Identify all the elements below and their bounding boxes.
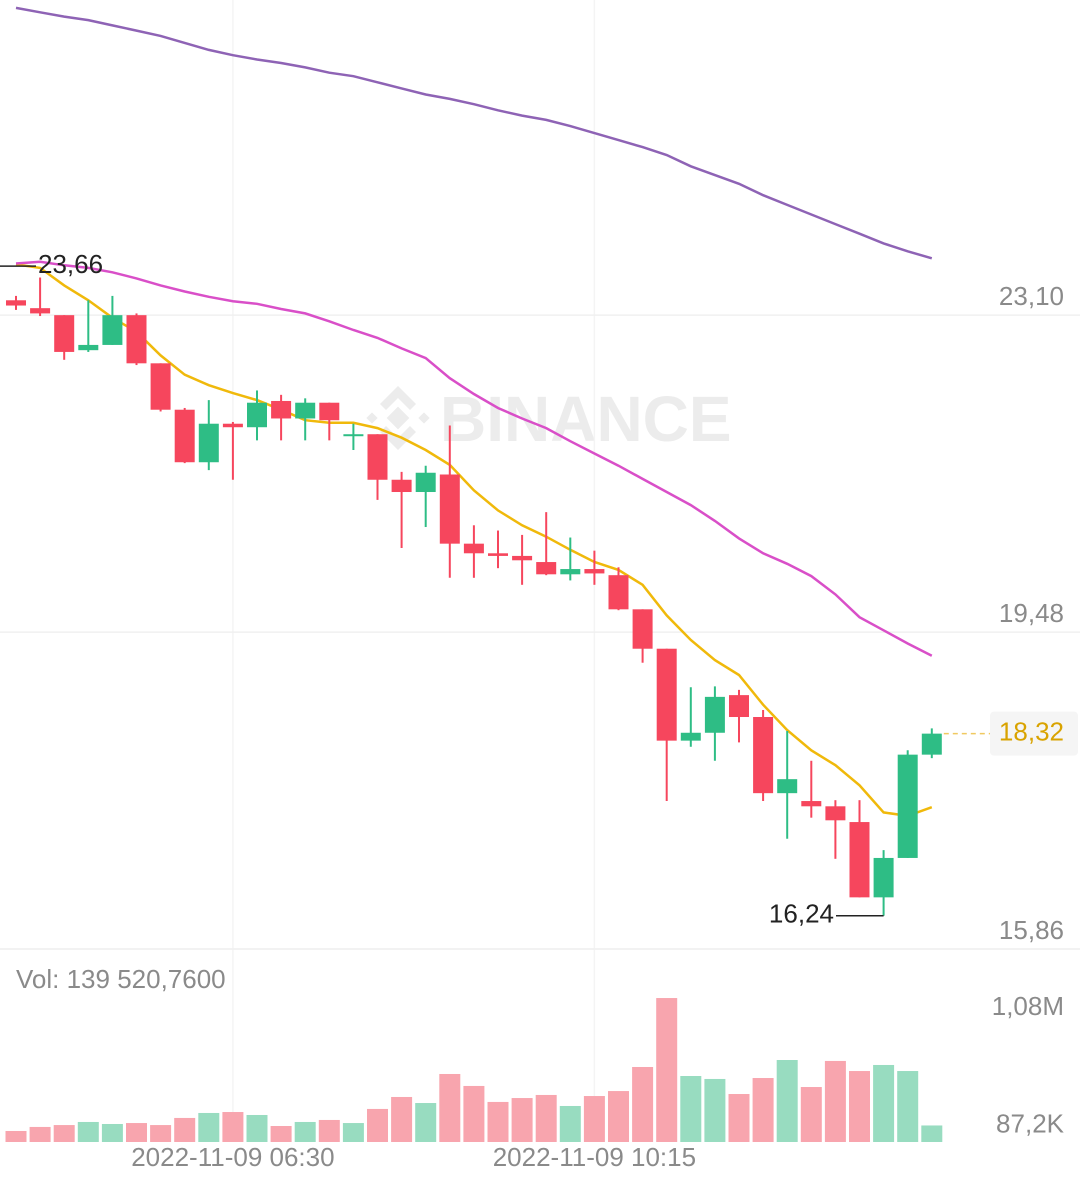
candle-body bbox=[512, 555, 533, 561]
volume-bar bbox=[535, 1094, 557, 1142]
last-price-box bbox=[990, 711, 1078, 756]
volume-bar bbox=[415, 1103, 437, 1142]
volume-bar bbox=[849, 1071, 870, 1142]
candle-body bbox=[753, 717, 774, 794]
volume-bar bbox=[487, 1101, 509, 1142]
y-tick-label: 23,10 bbox=[999, 281, 1064, 311]
volume-bar bbox=[680, 1076, 702, 1142]
candle-body bbox=[78, 344, 99, 351]
volume-bar bbox=[824, 1060, 846, 1142]
candle-body bbox=[439, 474, 460, 544]
volume-bar bbox=[800, 1087, 822, 1142]
candle-body bbox=[849, 822, 870, 898]
moving-average-line bbox=[15, 6, 933, 260]
candle-body bbox=[656, 648, 677, 741]
volume-bar bbox=[246, 1114, 268, 1142]
x-tick-label: 2022-11-09 06:30 bbox=[131, 1142, 334, 1172]
y-tick-label: 19,48 bbox=[999, 598, 1064, 628]
volume-bar bbox=[656, 998, 678, 1142]
volume-bar bbox=[897, 1071, 919, 1142]
candle-body bbox=[632, 609, 653, 649]
candle-body bbox=[777, 779, 798, 794]
volume-title: Vol: 139 520,7600 bbox=[16, 964, 226, 994]
volume-bar bbox=[583, 1096, 605, 1142]
candle-body bbox=[391, 479, 412, 493]
candle-body bbox=[608, 575, 629, 610]
volume-bar bbox=[294, 1121, 316, 1142]
volume-bar bbox=[77, 1121, 99, 1142]
volume-bar bbox=[439, 1073, 461, 1142]
volume-bar bbox=[174, 1117, 196, 1142]
volume-bar bbox=[198, 1112, 220, 1142]
watermark: BINANCE bbox=[366, 383, 732, 455]
candle-body bbox=[102, 315, 123, 345]
y-tick-label: 15,86 bbox=[999, 915, 1064, 945]
volume-bar bbox=[921, 1125, 943, 1142]
volume-bar bbox=[559, 1105, 581, 1142]
candle-body bbox=[463, 543, 484, 554]
volume-bar bbox=[318, 1119, 340, 1142]
candle-body bbox=[247, 402, 267, 428]
volume-bar bbox=[126, 1123, 147, 1142]
candle-body bbox=[536, 562, 557, 575]
volume-bar bbox=[608, 1091, 629, 1142]
candle-body bbox=[126, 315, 147, 364]
candle-body bbox=[704, 696, 725, 733]
last-price-label: 18,32 bbox=[999, 717, 1064, 747]
x-tick-label: 2022-11-09 10:15 bbox=[493, 1142, 696, 1172]
volume-bar bbox=[391, 1096, 413, 1142]
candle-body bbox=[271, 400, 292, 419]
watermark-text: BINANCE bbox=[440, 383, 732, 455]
volume-bar bbox=[752, 1078, 774, 1142]
candle-body bbox=[560, 569, 581, 575]
candle-body bbox=[584, 569, 605, 574]
volume-bar bbox=[150, 1125, 172, 1142]
volume-bar bbox=[776, 1060, 798, 1142]
candle-body bbox=[488, 553, 508, 556]
volume-bar bbox=[367, 1108, 388, 1142]
candle-body bbox=[222, 423, 243, 428]
moving-average-line bbox=[15, 263, 933, 818]
candle-body bbox=[198, 423, 219, 463]
volume-bar bbox=[342, 1123, 364, 1142]
volume-tick-label: 1,08M bbox=[992, 991, 1064, 1021]
volume-bar bbox=[728, 1094, 750, 1142]
moving-average-line bbox=[15, 260, 933, 657]
volume-bar bbox=[632, 1066, 654, 1142]
volume-bar bbox=[5, 1130, 27, 1142]
volume-bar bbox=[222, 1112, 244, 1142]
candle-body bbox=[415, 472, 436, 493]
candle-body bbox=[6, 300, 26, 306]
volume-bar bbox=[29, 1126, 51, 1142]
candle-body bbox=[801, 801, 822, 807]
candle-body bbox=[343, 434, 364, 437]
candle-body bbox=[367, 434, 388, 480]
volume-bar bbox=[511, 1098, 533, 1142]
candle-body bbox=[174, 409, 195, 463]
candle-body bbox=[295, 402, 316, 419]
candle-body bbox=[30, 308, 51, 314]
high-marker-label: 23,66 bbox=[38, 249, 103, 279]
candle-body bbox=[729, 695, 749, 718]
candle-body bbox=[921, 733, 942, 755]
candle-body bbox=[54, 315, 75, 352]
volume-tick-label: 87,2K bbox=[996, 1109, 1065, 1139]
volume-bar bbox=[270, 1126, 292, 1142]
volume-bar bbox=[704, 1078, 726, 1142]
low-marker-label: 16,24 bbox=[769, 899, 834, 929]
candle-body bbox=[873, 857, 894, 898]
candle-body bbox=[319, 402, 340, 421]
volume-bar bbox=[101, 1123, 123, 1142]
volume-bar bbox=[53, 1125, 75, 1142]
volume-bar bbox=[873, 1064, 895, 1142]
candle-body bbox=[825, 806, 846, 821]
candle-body bbox=[680, 732, 701, 741]
candle-body bbox=[897, 754, 918, 858]
candle-body bbox=[150, 363, 171, 410]
volume-bar bbox=[463, 1085, 485, 1142]
